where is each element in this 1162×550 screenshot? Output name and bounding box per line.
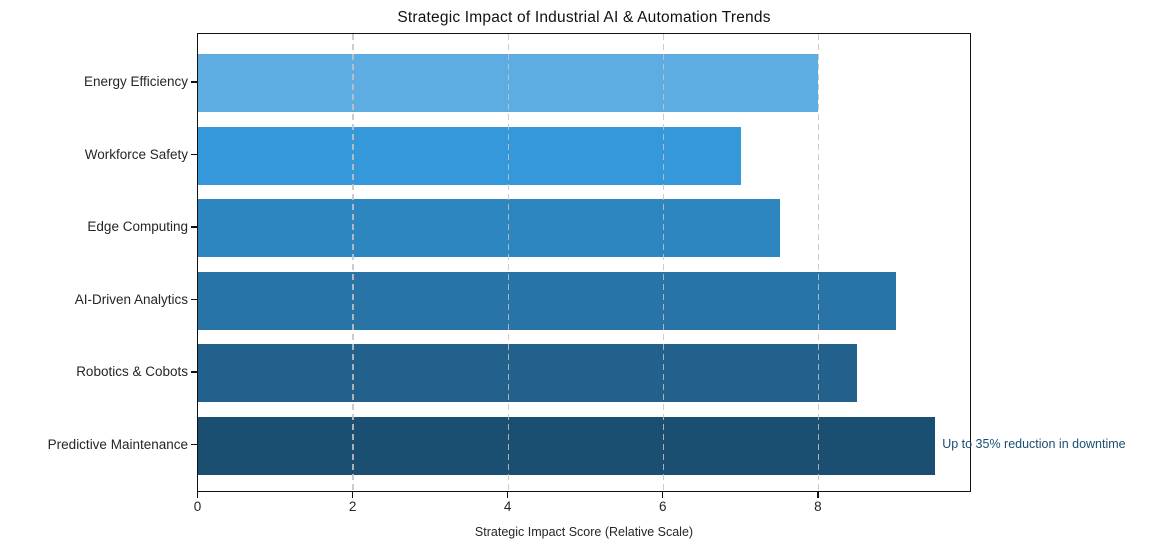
gridline-x-4: [507, 34, 509, 491]
x-axis-label: Strategic Impact Score (Relative Scale): [474, 525, 694, 539]
y-tick-mark: [191, 371, 197, 373]
y-tick-mark: [191, 298, 197, 301]
y-label-robotics-cobots: Robotics & Cobots: [76, 364, 188, 379]
bar-annotation: Up to 35% reduction in downtime: [942, 436, 1126, 451]
x-tick-mark: [351, 492, 354, 498]
chart-title: Strategic Impact of Industrial AI & Auto…: [397, 9, 771, 26]
bar-edge-computing: [198, 199, 780, 257]
bar-ai-driven-analytics: [198, 271, 896, 330]
x-tick-label-0: 0: [193, 499, 202, 514]
gridline-x-8: [817, 34, 820, 491]
x-tick-label-8: 8: [814, 499, 822, 514]
y-label-energy-efficiency: Energy Efficiency: [83, 74, 188, 89]
gridline-x-2: [352, 34, 354, 491]
bar-predictive-maintenance: [198, 416, 935, 475]
y-tick-mark: [191, 443, 197, 446]
x-tick-mark: [817, 492, 819, 498]
bar-workforce-safety: [198, 126, 741, 185]
y-label-ai-driven-analytics: AI-Driven Analytics: [74, 291, 188, 307]
plot-area: [197, 33, 971, 492]
y-label-workforce-safety: Workforce Safety: [84, 146, 188, 162]
x-tick-label-4: 4: [503, 499, 512, 514]
y-label-predictive-maintenance: Predictive Maintenance: [47, 436, 188, 452]
x-tick-mark: [196, 492, 199, 498]
y-tick-mark: [191, 153, 197, 156]
bar-robotics-cobots: [198, 344, 858, 402]
x-tick-mark: [662, 492, 664, 498]
gridline-x-6: [662, 34, 664, 491]
y-tick-mark: [191, 81, 197, 83]
x-tick-label-6: 6: [659, 499, 667, 514]
y-tick-mark: [191, 226, 197, 228]
x-tick-label-2: 2: [348, 499, 357, 514]
x-tick-mark: [507, 492, 509, 498]
y-label-edge-computing: Edge Computing: [87, 219, 188, 234]
